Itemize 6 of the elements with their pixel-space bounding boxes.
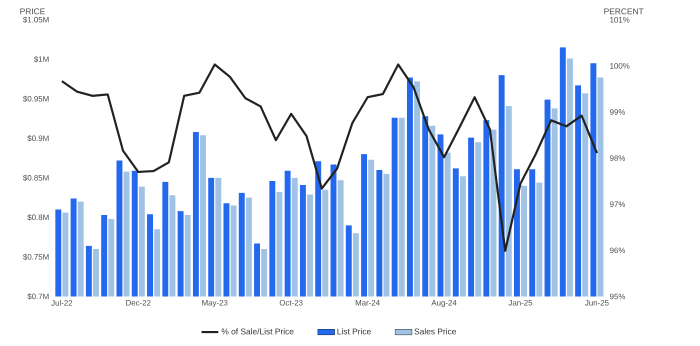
legend-label: % of Sale/List Price — [222, 328, 294, 334]
line-series — [60, 63, 598, 252]
y-axis-title: PRICE — [20, 8, 45, 14]
y2-axis-title: PERCENT — [604, 8, 644, 14]
legend-label: Sales Price — [414, 328, 456, 334]
legend-label: List Price — [337, 328, 371, 334]
